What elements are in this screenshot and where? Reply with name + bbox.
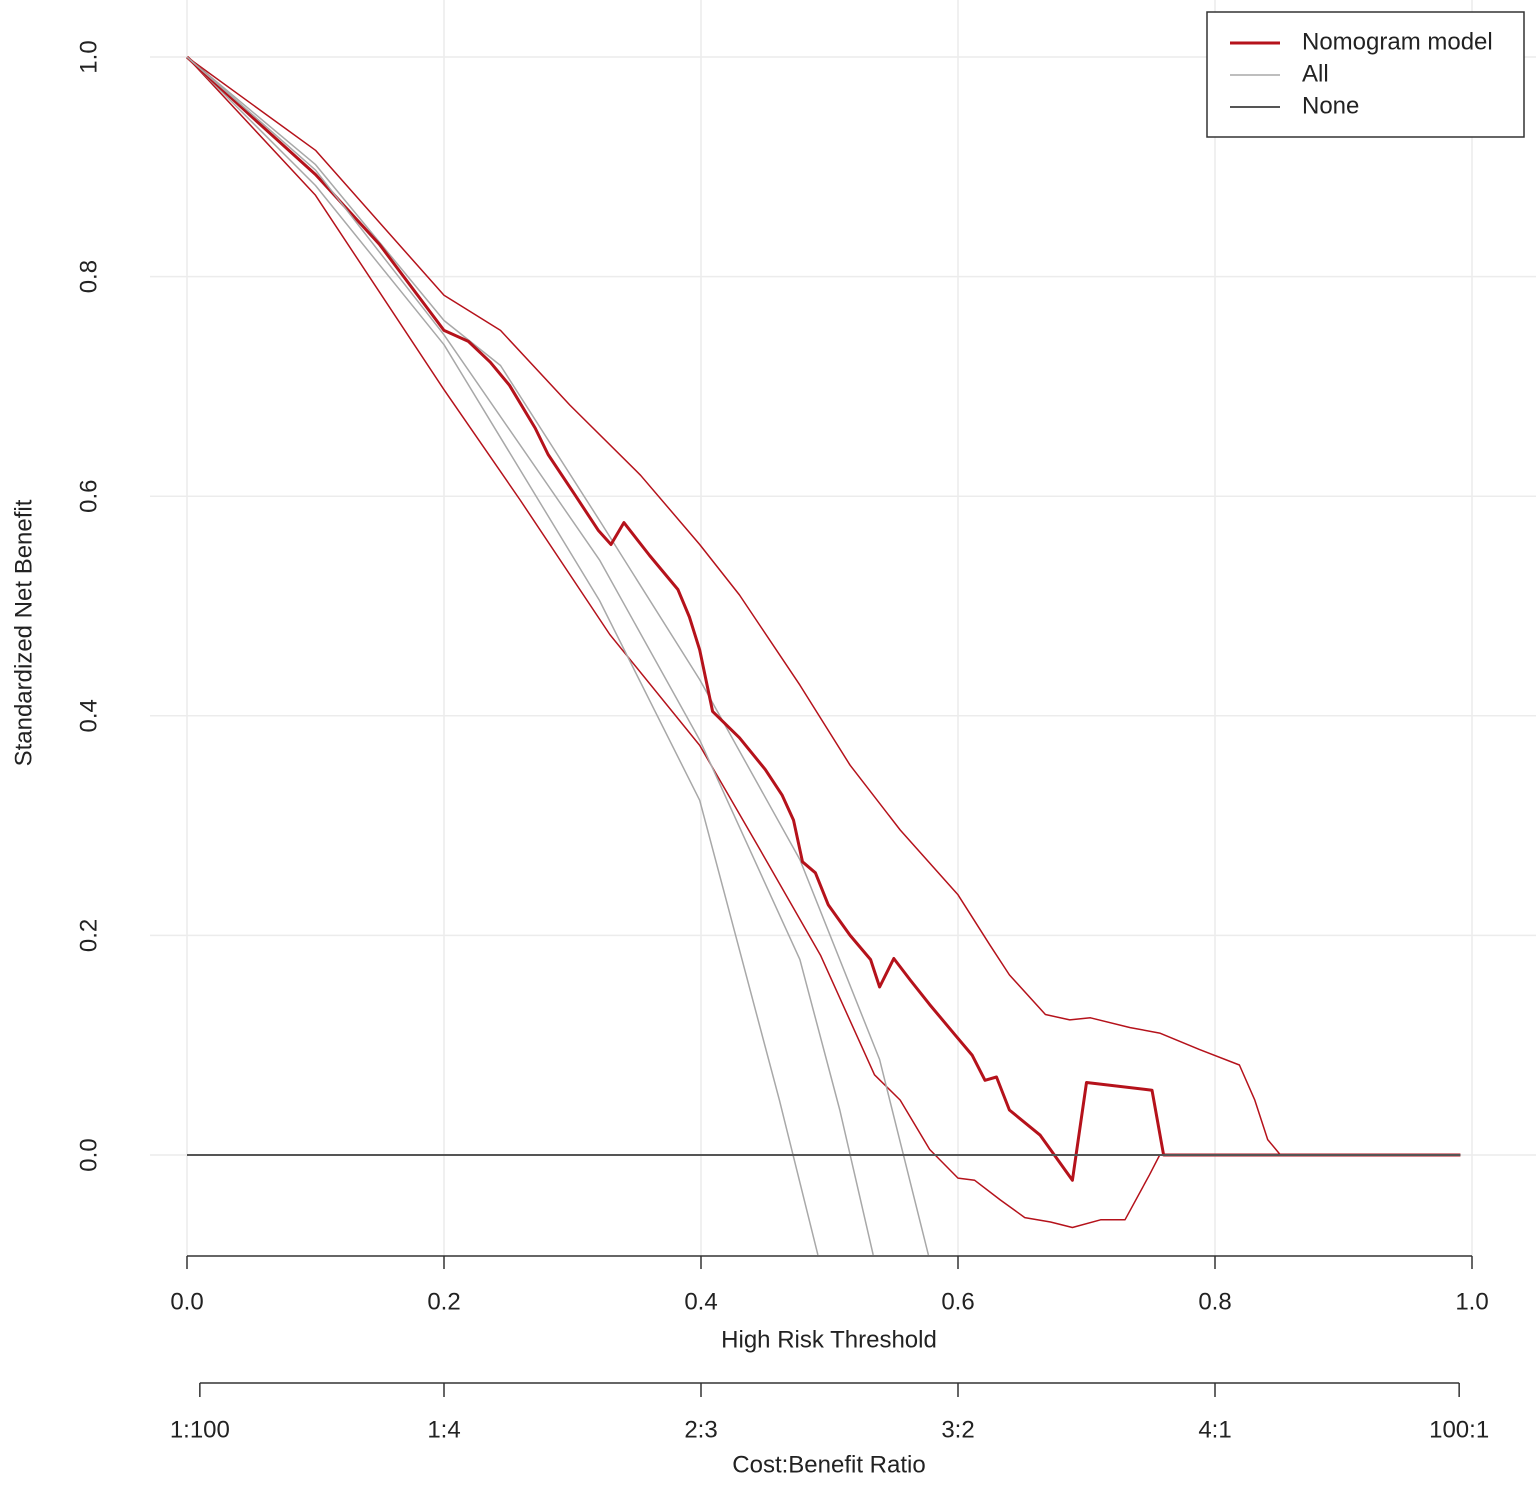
y-tick-label: 0.4: [75, 699, 102, 732]
x-tick-label: 0.4: [684, 1288, 717, 1315]
grid: [150, 0, 1536, 1257]
x2-tick-label: 1:100: [170, 1416, 230, 1443]
x2-tick-label: 3:2: [941, 1416, 974, 1443]
y-tick-label: 0.6: [75, 480, 102, 513]
series-line: [185, 55, 1461, 1182]
series-line: [186, 56, 874, 1255]
legend-label: None: [1302, 92, 1359, 119]
ci-lower-line: [186, 56, 819, 1255]
y-tick-label: 0.8: [75, 260, 102, 293]
ci-upper-line: [186, 56, 930, 1255]
ci-lower-line: [186, 56, 1461, 1229]
y-tick-label: 1.0: [75, 40, 102, 73]
x-tick-label: 1.0: [1455, 1288, 1488, 1315]
y-tick-label: 0.2: [75, 919, 102, 952]
y-tick-label: 0.0: [75, 1138, 102, 1171]
x2-tick-label: 4:1: [1198, 1416, 1231, 1443]
plot-lines: [185, 55, 1461, 1255]
axes: 0.0 0.2 0.4 0.6 0.8 1.0 0.0 0.2 0.4 0.6 0.8 1.0 1:10…: [75, 40, 1489, 1443]
legend-label: Nomogram model: [1302, 28, 1493, 55]
legend-label: All: [1302, 60, 1329, 87]
ci-upper-line: [186, 56, 1461, 1156]
x-tick-label: 0.0: [170, 1288, 203, 1315]
y-axis-label: Standardized Net Benefit: [10, 499, 37, 766]
legend: Nomogram model All None: [1206, 11, 1525, 138]
x-tick-label: 0.6: [941, 1288, 974, 1315]
x2-axis-label: Cost:Benefit Ratio: [732, 1451, 925, 1478]
x-tick-label: 0.8: [1198, 1288, 1231, 1315]
x2-tick-label: 100:1: [1429, 1416, 1489, 1443]
x-tick-label: 0.2: [427, 1288, 460, 1315]
x2-tick-label: 1:4: [427, 1416, 460, 1443]
x2-tick-label: 2:3: [684, 1416, 717, 1443]
x-axis-label: High Risk Threshold: [721, 1326, 937, 1353]
